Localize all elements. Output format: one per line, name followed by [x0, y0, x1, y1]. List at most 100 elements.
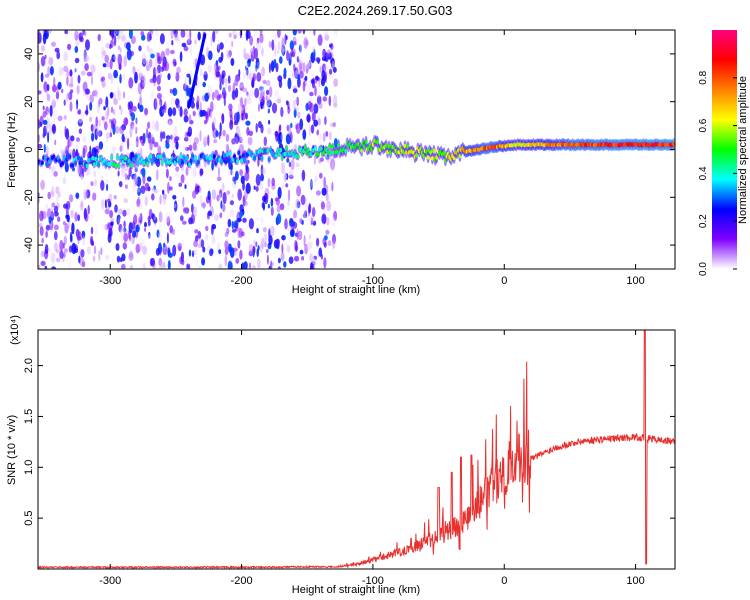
- noise-blob: [270, 60, 275, 72]
- noise-blob: [63, 65, 69, 73]
- noise-blob: [204, 234, 209, 241]
- colorbar-ticks: 0.0 0.2 0.4 0.6 0.8: [698, 70, 737, 276]
- noise-blob: [195, 183, 198, 192]
- noise-blob: [195, 210, 200, 216]
- noise-blob: [328, 95, 332, 107]
- noise-blob: [156, 169, 159, 181]
- noise-blob: [218, 263, 223, 269]
- noise-blob: [322, 49, 325, 60]
- noise-blob: [92, 255, 96, 262]
- noise-blob: [77, 250, 81, 256]
- noise-blob: [149, 115, 155, 126]
- noise-blob: [194, 229, 199, 234]
- noise-blob: [167, 137, 170, 144]
- ridge-point: [240, 158, 244, 163]
- y-tick-label: -40: [23, 237, 35, 253]
- noise-blob: [245, 166, 250, 174]
- noise-blob: [290, 47, 294, 57]
- noise-blob: [317, 89, 321, 98]
- noise-blob: [59, 239, 64, 252]
- noise-blob: [148, 48, 153, 55]
- noise-blob: [236, 217, 242, 222]
- noise-blob: [75, 99, 79, 111]
- noise-blob: [231, 228, 237, 233]
- noise-blob: [275, 198, 280, 206]
- noise-blob: [121, 35, 126, 42]
- noise-blob: [40, 250, 45, 258]
- noise-blob: [231, 237, 237, 249]
- noise-blob: [52, 109, 58, 121]
- noise-blob: [45, 203, 49, 211]
- noise-blob: [40, 179, 45, 190]
- noise-blob: [195, 255, 199, 267]
- noise-blob: [287, 177, 291, 189]
- noise-blob: [248, 96, 252, 105]
- noise-blob: [317, 118, 321, 126]
- noise-blob: [205, 225, 209, 232]
- noise-blob: [240, 106, 244, 113]
- noise-blob: [147, 219, 151, 227]
- noise-blob: [153, 131, 157, 143]
- noise-blob: [292, 30, 297, 36]
- noise-blob: [98, 100, 101, 108]
- noise-blob: [318, 158, 322, 164]
- noise-blob: [248, 58, 252, 63]
- noise-blob: [289, 229, 295, 238]
- noise-blob: [170, 49, 175, 55]
- noise-blob: [142, 245, 148, 255]
- noise-blob: [153, 189, 159, 194]
- noise-blob: [55, 195, 60, 207]
- noise-blob: [182, 196, 185, 208]
- colorbar-tick-label: 0.8: [698, 70, 709, 84]
- noise-blob: [146, 45, 150, 52]
- noise-blob: [227, 260, 233, 269]
- noise-blob: [227, 42, 230, 51]
- noise-blob: [84, 212, 89, 222]
- noise-blob: [132, 105, 137, 112]
- noise-blob: [127, 174, 130, 180]
- noise-blob: [119, 228, 125, 238]
- noise-blob: [322, 96, 328, 102]
- noise-blob: [106, 62, 111, 68]
- noise-blob: [151, 187, 157, 193]
- noise-blob: [86, 246, 91, 255]
- noise-blob: [211, 160, 215, 171]
- noise-blob: [257, 121, 262, 129]
- noise-blob: [188, 217, 193, 225]
- noise-blob: [127, 137, 130, 150]
- noise-blob: [51, 41, 56, 47]
- noise-blob: [261, 47, 264, 57]
- noise-blob: [180, 215, 184, 222]
- noise-blob: [38, 264, 41, 269]
- noise-blob: [139, 213, 143, 224]
- noise-blob: [244, 97, 247, 107]
- noise-blob: [120, 140, 124, 153]
- noise-blob: [201, 202, 206, 208]
- noise-blob: [82, 234, 85, 246]
- noise-blob: [47, 191, 51, 200]
- snr-y-label: SNR (10 * v/v): [6, 415, 18, 485]
- noise-blob: [333, 189, 336, 195]
- noise-blob: [45, 230, 48, 238]
- noise-blob: [158, 211, 163, 223]
- noise-blob: [175, 99, 178, 106]
- noise-blob: [296, 96, 299, 107]
- noise-blob: [199, 109, 204, 118]
- noise-blob: [247, 98, 252, 107]
- ridge-point: [134, 154, 138, 159]
- snr-background: [38, 330, 675, 569]
- noise-blob: [166, 216, 171, 227]
- noise-blob: [110, 75, 114, 85]
- noise-blob: [57, 115, 63, 122]
- noise-blob: [180, 115, 184, 123]
- noise-blob: [310, 263, 315, 269]
- noise-blob: [100, 175, 104, 181]
- noise-blob: [151, 212, 155, 220]
- noise-blob: [86, 131, 92, 144]
- noise-blob: [134, 167, 138, 173]
- noise-blob: [282, 239, 288, 246]
- noise-blob: [110, 221, 114, 226]
- noise-blob: [116, 35, 121, 40]
- noise-blob: [267, 96, 271, 107]
